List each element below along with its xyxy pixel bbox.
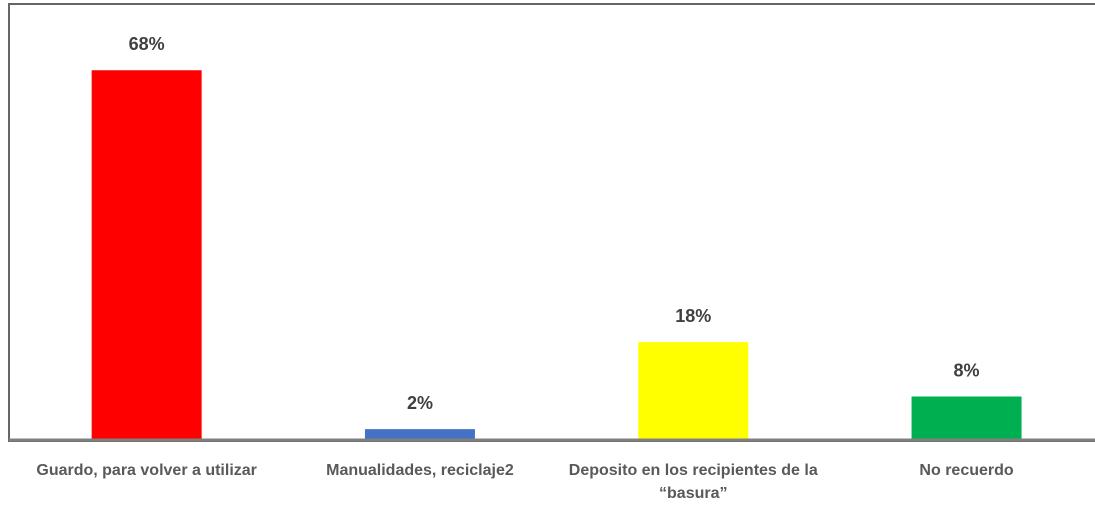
value-label: 2% — [407, 393, 433, 413]
x-tick-label: Manualidades, reciclaje2 — [326, 462, 514, 479]
x-tick-label: Deposito en los recipientes de la “basur… — [568, 462, 818, 502]
x-tick-label: No recuerdo — [919, 462, 1014, 479]
value-label: 8% — [954, 360, 980, 380]
bar — [911, 396, 1022, 440]
value-label: 18% — [675, 306, 711, 326]
x-tick-label: Guardo, para volver a utilizar — [36, 462, 257, 479]
value-label: 68% — [129, 34, 165, 54]
bar — [91, 70, 202, 440]
bar — [638, 342, 749, 440]
bar — [364, 429, 475, 440]
